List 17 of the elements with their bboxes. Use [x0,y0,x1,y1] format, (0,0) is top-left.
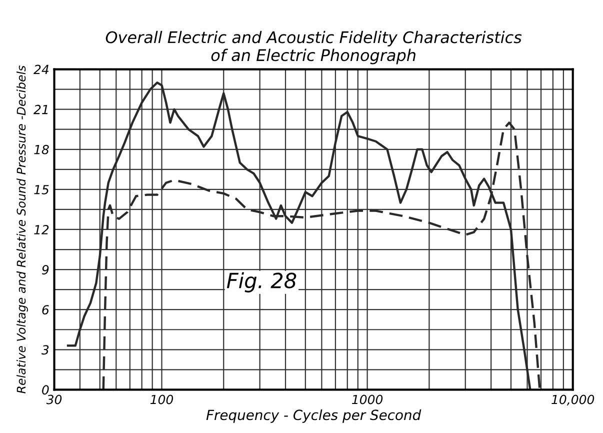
x-tick-label: 1000 [352,394,383,404]
y-tick-label: 6 [42,305,49,315]
y-tick-label: 24 [34,64,49,74]
y-tick-label: 12 [34,224,49,234]
annotation: Fig. 28 [226,272,296,292]
chart-title: Overall Electric and Acoustic Fidelity Characteristics of an Electric Phonograph [106,30,522,64]
y-tick-label: 15 [34,185,49,194]
y-tick-label: 9 [42,265,49,274]
y-tick-label: 21 [34,104,48,114]
y-tick-label: 18 [34,144,49,154]
x-tick-label: 30 [46,394,62,404]
x-tick-label: 100 [150,394,174,404]
y-tick-label: 0 [42,385,49,395]
y-tick-label: 3 [41,345,49,355]
x-axis-title: Frequency - Cycles per Second [206,409,422,423]
y-axis-title: Relative Voltage and Relative Sound Pressure -Decibels [16,66,28,394]
x-tick-label: 10,000 [552,394,594,406]
